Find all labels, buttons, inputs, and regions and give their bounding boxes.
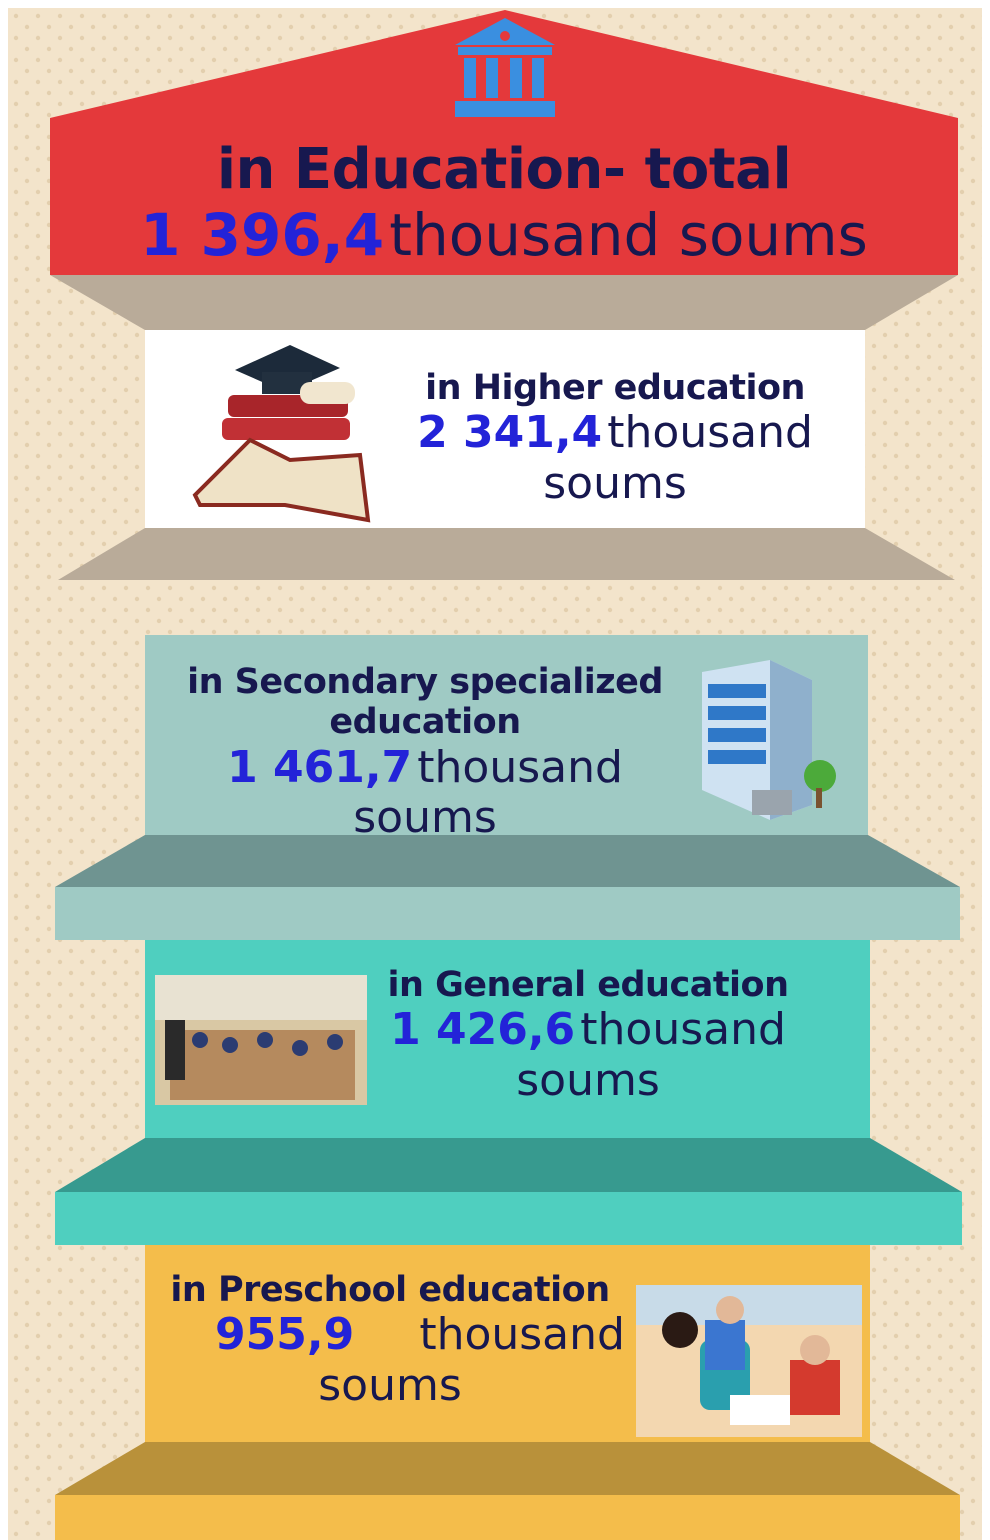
section-label: in Higher education: [425, 368, 805, 408]
section-label: in General education: [387, 965, 789, 1005]
bank-icon: [455, 18, 555, 117]
preschool-photo: [636, 1285, 862, 1437]
section-higher: in Higher education 2 341,4 thousand sou…: [410, 368, 820, 509]
section-unit: thousand soums: [543, 407, 813, 509]
building-icon: [702, 660, 836, 820]
header-value: 1 396,4: [140, 201, 385, 270]
header-title: in Education- total: [216, 137, 792, 202]
header-unit: thousand soums: [389, 201, 868, 270]
section-value: 955,9: [215, 1309, 355, 1361]
section-unit: thousand soums: [353, 741, 623, 844]
section-label: in Preschool education: [170, 1270, 610, 1310]
section-unit: thousand soums: [516, 1004, 786, 1106]
section-preschool: in Preschool education 955,9 thousand so…: [150, 1270, 630, 1411]
classroom-photo: [155, 975, 367, 1105]
header-block: in Education- total 1 396,4 thousand sou…: [50, 137, 958, 270]
section-secondary: in Secondary specialized education 1 461…: [150, 662, 700, 844]
section-label: in Secondary specialized education: [187, 662, 663, 743]
section-value: 1 461,7: [227, 741, 413, 793]
books-icon: [192, 345, 371, 523]
roof: [50, 10, 958, 275]
section-unit: thousand soums: [318, 1309, 625, 1411]
section-value: 2 341,4: [417, 407, 603, 459]
section-value: 1 426,6: [390, 1004, 576, 1056]
section-general: in General education 1 426,6 thousand so…: [378, 965, 798, 1106]
